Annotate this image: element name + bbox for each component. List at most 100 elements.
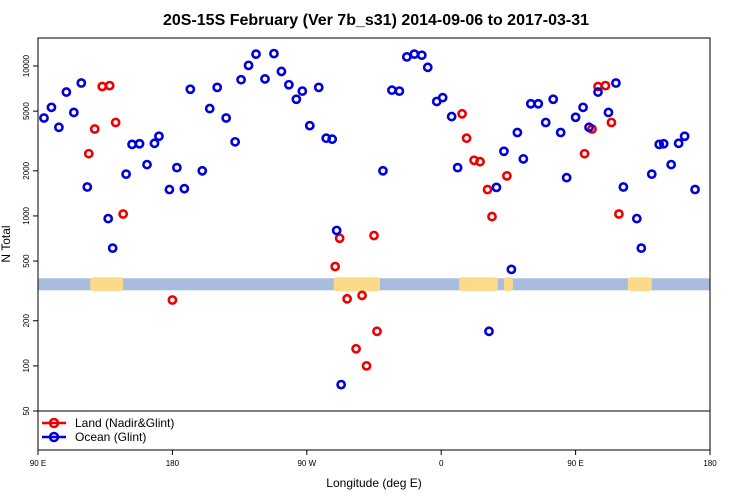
surface-type-band xyxy=(38,277,710,292)
land-point xyxy=(482,184,493,195)
ocean-point xyxy=(46,102,57,113)
y-axis-title: N Total xyxy=(0,225,13,262)
ocean-point xyxy=(654,139,665,150)
land-point xyxy=(342,293,353,304)
land-point xyxy=(487,211,497,222)
ocean-point xyxy=(197,165,208,176)
ocean-point xyxy=(269,48,279,59)
land-point xyxy=(97,81,108,92)
ocean-point xyxy=(555,127,566,138)
ocean-point xyxy=(499,146,509,157)
ocean-point xyxy=(260,74,270,84)
y-tick-label: 2000 xyxy=(22,161,31,179)
ocean-point xyxy=(673,138,684,149)
legend-land-label: Land (Nadir&Glint) xyxy=(75,416,174,430)
y-tick-label: 100 xyxy=(22,359,31,373)
ocean-point xyxy=(154,131,164,142)
ocean-point xyxy=(603,107,614,118)
ocean-point xyxy=(618,182,629,192)
ocean-point xyxy=(646,169,657,180)
ocean-point xyxy=(221,113,232,123)
land-point xyxy=(369,230,379,241)
ocean-point xyxy=(134,138,145,149)
ocean-point xyxy=(121,169,132,180)
land-point xyxy=(461,133,472,144)
y-axis: 50 100 200 500 1000 2000 5000 10000 xyxy=(22,54,38,415)
ocean-point xyxy=(561,172,572,183)
chart-title: 20S-15S February (Ver 7b_s31) 2014-09-06… xyxy=(163,12,589,29)
ocean-point xyxy=(518,154,529,164)
ocean-point xyxy=(243,60,254,71)
ocean-point xyxy=(409,49,420,60)
ocean-point xyxy=(631,213,642,224)
land-point xyxy=(579,148,590,159)
ocean-point xyxy=(164,184,175,195)
ocean-point xyxy=(327,134,338,145)
land-point xyxy=(457,108,468,119)
x-tick-label: 0 xyxy=(439,459,444,468)
land-point xyxy=(372,326,382,337)
ocean-point xyxy=(378,165,388,176)
x-tick-label: 180 xyxy=(703,459,717,468)
ocean-point xyxy=(61,87,72,97)
ocean-point xyxy=(491,182,502,193)
ocean-point xyxy=(679,131,690,142)
ocean-point xyxy=(236,74,246,85)
ocean-point xyxy=(533,98,544,109)
ocean-point xyxy=(658,138,669,149)
ocean-point xyxy=(416,50,427,61)
ocean-point xyxy=(611,78,621,88)
land-point xyxy=(334,233,345,244)
ocean-point xyxy=(690,184,700,195)
land-point xyxy=(614,209,624,219)
land-point xyxy=(330,261,341,272)
land-point xyxy=(167,295,178,305)
ocean-point xyxy=(251,49,261,60)
land-point xyxy=(118,209,129,219)
ocean-point xyxy=(230,136,241,147)
ocean-point xyxy=(506,264,517,275)
ocean-point xyxy=(276,66,287,77)
ocean-point xyxy=(512,127,523,138)
ocean-point xyxy=(422,62,433,73)
land-point xyxy=(600,80,611,91)
ocean-point xyxy=(666,159,677,170)
ocean-point xyxy=(76,78,87,88)
ocean-point xyxy=(452,162,463,173)
x-tick-label: 90 E xyxy=(567,459,583,468)
ocean-point xyxy=(525,98,536,109)
ocean-point xyxy=(171,162,182,173)
land-point xyxy=(83,148,94,159)
ocean-point xyxy=(149,138,160,149)
y-tick-label: 5000 xyxy=(22,102,31,120)
ocean-point xyxy=(127,139,137,150)
legend-ocean-marker xyxy=(48,431,60,443)
ocean-point xyxy=(584,122,594,133)
land-point xyxy=(110,117,121,128)
ocean-point xyxy=(68,107,79,118)
ocean-point xyxy=(185,84,196,95)
legend: Land (Nadir&Glint) Ocean (Glint) xyxy=(37,410,711,451)
ocean-point xyxy=(212,82,223,93)
ocean-point xyxy=(636,243,647,254)
ocean-point xyxy=(142,159,152,170)
land-point xyxy=(89,124,100,134)
data-points xyxy=(39,48,700,440)
x-tick-label: 90 W xyxy=(297,459,316,468)
ocean-point xyxy=(179,183,190,194)
land-band-segment xyxy=(333,277,380,292)
legend-land-marker xyxy=(48,417,60,429)
ocean-point xyxy=(291,94,302,105)
ocean-point xyxy=(297,86,308,97)
x-tick-label: 180 xyxy=(166,459,180,468)
y-tick-label: 500 xyxy=(22,254,31,268)
ocean-point xyxy=(107,243,118,254)
ocean-point xyxy=(103,213,114,224)
ocean-point xyxy=(446,111,457,122)
y-tick-label: 1000 xyxy=(22,206,31,224)
ocean-point xyxy=(401,51,412,62)
ocean-point xyxy=(387,85,397,96)
land-point xyxy=(351,343,361,354)
ocean-point xyxy=(540,117,551,128)
ocean-point xyxy=(304,120,315,131)
